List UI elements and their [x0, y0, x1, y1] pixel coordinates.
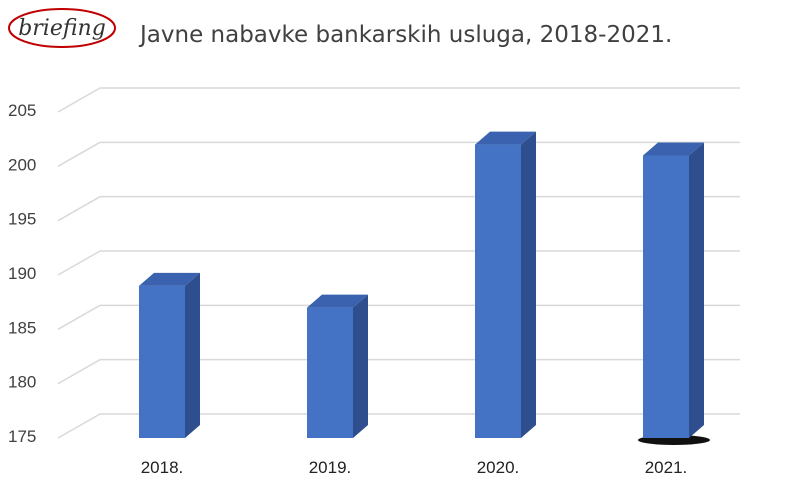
y-tick-label: 185	[8, 318, 36, 337]
chart-title: Javne nabavke bankarskih usluga, 2018-20…	[140, 22, 673, 48]
bar-front	[139, 285, 185, 438]
bar-top	[307, 294, 368, 308]
gridlines	[57, 87, 740, 439]
bar-2019	[307, 294, 368, 438]
bar-front	[643, 155, 689, 438]
logo-text: briefing	[18, 16, 106, 41]
bar-2018	[139, 272, 200, 438]
bar-top	[475, 131, 536, 145]
x-category-label: 2018.	[141, 458, 184, 477]
y-tick-label: 195	[8, 210, 36, 229]
bar-side	[689, 142, 704, 438]
x-category-label: 2020.	[477, 458, 520, 477]
gridline-depth	[57, 250, 101, 276]
x-axis-categories: 2018. 2019. 2020. 2021.	[141, 458, 688, 477]
x-category-label: 2021.	[645, 458, 688, 477]
bar-2020	[475, 131, 536, 438]
gridline-depth	[57, 141, 101, 167]
bar-front	[307, 307, 353, 438]
bar-side	[185, 272, 200, 438]
gridline-depth	[57, 87, 101, 113]
gridline-depth	[57, 196, 101, 222]
gridline-depth	[57, 359, 101, 385]
bar-front	[475, 144, 521, 438]
bar-top	[643, 142, 704, 156]
bar-2021	[638, 142, 710, 445]
y-tick-label: 205	[8, 101, 36, 120]
bar-side	[353, 294, 368, 438]
y-tick-label: 200	[8, 155, 36, 174]
y-tick-label: 190	[8, 264, 36, 283]
briefing-logo: briefing	[6, 6, 118, 50]
gridline-depth	[57, 413, 101, 439]
bar-side	[521, 131, 536, 438]
y-axis-ticks: 175 180 185 190 195 200 205	[8, 101, 36, 446]
y-tick-label: 180	[8, 373, 36, 392]
gridline-depth	[57, 304, 101, 330]
bar-top	[139, 272, 200, 286]
y-tick-label: 175	[8, 427, 36, 446]
x-category-label: 2019.	[309, 458, 352, 477]
bars	[139, 131, 710, 445]
logo-oval: briefing	[8, 8, 116, 48]
